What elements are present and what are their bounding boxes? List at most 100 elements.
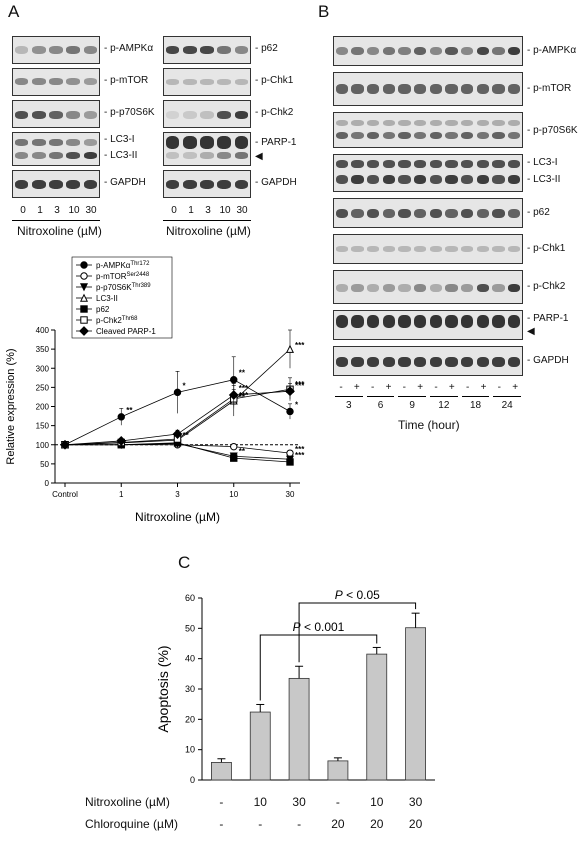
- blot-band: [14, 152, 29, 160]
- blot-band: [366, 174, 380, 184]
- blot-band: [398, 160, 411, 169]
- legend-label: p-mTORSer2448: [96, 272, 150, 281]
- blot-band: [217, 79, 232, 85]
- significance-mark: ***: [295, 451, 305, 460]
- blot-band: [83, 46, 98, 54]
- blot-band: [382, 119, 396, 126]
- blot-band: [200, 46, 214, 54]
- blot-band: [31, 152, 46, 160]
- legend-label: Cleaved PARP-1: [96, 327, 156, 336]
- treatment-cell: 30: [408, 795, 423, 809]
- blot-band: [182, 79, 197, 85]
- blot-p-ampk: [12, 36, 100, 64]
- y-tick-label: 60: [185, 593, 195, 603]
- panel-letter-c: C: [178, 553, 191, 572]
- blot-band: [335, 84, 349, 94]
- y-tick-label: 300: [36, 364, 50, 373]
- sign-label: +: [385, 382, 392, 393]
- blot-band: [165, 152, 180, 159]
- blot-band: [429, 84, 443, 94]
- blot-band: [165, 79, 180, 85]
- blot-band: [413, 119, 427, 126]
- data-point: [286, 458, 294, 466]
- bar: [366, 653, 388, 781]
- x-tick-label: 30: [286, 490, 295, 499]
- data-point: [80, 272, 88, 280]
- blot-band: [335, 315, 349, 328]
- bar-chart-bars: [211, 612, 426, 781]
- blot-band: [429, 174, 443, 184]
- data-point: [79, 293, 89, 302]
- row-label-nitroxoline: Nitroxoline (µM): [85, 795, 170, 809]
- blot-band: [182, 180, 197, 190]
- blot-band: [492, 246, 505, 252]
- blot-band: [460, 46, 474, 56]
- blot-band: [83, 180, 98, 190]
- blot-band: [49, 111, 63, 120]
- blot-band: [507, 315, 521, 328]
- bracket-p005-label: P < 0.05: [335, 588, 380, 602]
- blot-band: [200, 79, 214, 85]
- cleaved-arrow-icon: ◀: [255, 151, 263, 162]
- dose-label: 0: [171, 205, 177, 216]
- label-p-mtor-b: p-mTOR: [527, 83, 571, 94]
- sign-label: -: [339, 382, 343, 393]
- sign-label: -: [402, 382, 406, 393]
- blot-band: [476, 283, 490, 292]
- blot-band: [31, 180, 46, 190]
- label-lc3-ii-a: LC3-II: [104, 150, 137, 161]
- blot-band: [398, 356, 411, 367]
- blot-band: [492, 46, 505, 56]
- blot-band: [382, 174, 396, 184]
- blot-band: [351, 208, 364, 218]
- blot-lc3-b: [333, 154, 523, 192]
- blot-band: [217, 136, 232, 149]
- label-parp1-b: PARP-1: [527, 313, 568, 324]
- blot-p-mtor: [12, 68, 100, 96]
- blot-band: [445, 174, 458, 184]
- blot-band: [14, 46, 29, 54]
- label-p-p70s6k-a: p-p70S6K: [104, 107, 154, 118]
- blot-band: [507, 160, 521, 169]
- panel-a-right-xlabel: Nitroxoline (µM): [166, 224, 251, 238]
- treatment-cell: 20: [408, 817, 423, 831]
- data-point: [80, 305, 88, 313]
- blot-band: [460, 356, 474, 367]
- significance-mark: **: [183, 431, 190, 440]
- dose-label: 10: [68, 205, 80, 216]
- blot-band: [429, 160, 443, 169]
- dose-label: 0: [20, 205, 26, 216]
- legend-box: [71, 256, 173, 339]
- panel-letter-b: B: [318, 2, 330, 21]
- blot-band: [234, 46, 249, 54]
- blot-band: [507, 84, 521, 94]
- blot-band: [445, 246, 458, 252]
- blot-band: [398, 84, 411, 94]
- treatment-cell: 30: [292, 795, 306, 809]
- blot-band: [492, 119, 505, 126]
- blot-band: [366, 119, 380, 126]
- blot-band: [460, 160, 474, 169]
- label-lc3-ii-b: LC3-II: [527, 174, 560, 185]
- blot-band: [445, 46, 458, 56]
- blot-band: [31, 46, 46, 54]
- blot-p62-a: [163, 36, 251, 64]
- blot-band: [413, 283, 427, 292]
- blot-band: [351, 160, 364, 169]
- treatment-cell: -: [219, 795, 224, 809]
- data-point: [285, 344, 295, 353]
- data-point: [116, 436, 127, 446]
- significance-mark: *: [183, 381, 187, 390]
- blot-band: [492, 131, 505, 140]
- blot-band: [398, 208, 411, 218]
- blot-p-chk1-b: [333, 234, 523, 264]
- blot-band: [66, 180, 81, 190]
- blot-band: [429, 246, 443, 252]
- treatment-cell: -: [297, 817, 302, 831]
- blot-band: [49, 46, 63, 54]
- blot-band: [445, 84, 458, 94]
- relative-expression-chart: 0 50 100 150 200 250 300 350 400 Control 1 3 10 30 Rel…: [5, 256, 305, 524]
- blot-lc3: [12, 132, 100, 166]
- blot-band: [165, 136, 180, 149]
- blot-band: [351, 174, 364, 184]
